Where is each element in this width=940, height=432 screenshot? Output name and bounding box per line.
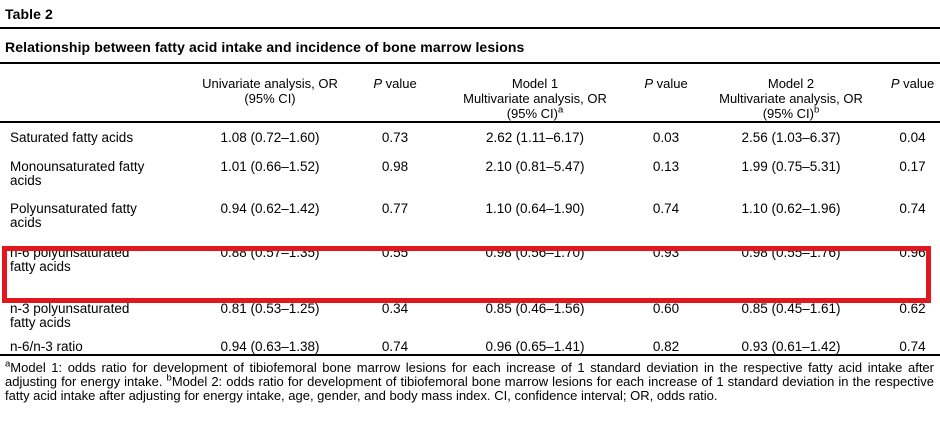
or-model1: 0.96 (0.65–1.41) bbox=[485, 339, 585, 354]
p-model2: 0.74 bbox=[899, 201, 926, 216]
p-model2: 0.96 bbox=[899, 245, 926, 260]
p-univariate: 0.55 bbox=[381, 245, 409, 260]
p-italic: P bbox=[890, 76, 900, 91]
footnote-text-model2: Model 2: odds ratio for development of t… bbox=[5, 374, 934, 403]
row-label: n-3 polyunsaturated fatty acids bbox=[10, 301, 130, 330]
p-model2: 0.74 bbox=[899, 339, 926, 354]
p-rest: value bbox=[652, 76, 688, 91]
header-line: (95% CI) bbox=[244, 91, 296, 106]
or-univariate: 1.01 (0.66–1.52) bbox=[220, 159, 320, 174]
header-line: Multivariate analysis, OR bbox=[719, 91, 863, 106]
row-label: Saturated fatty acids bbox=[10, 130, 134, 145]
row-label: n-6 polyunsaturated fatty acids bbox=[10, 245, 130, 274]
table-number-label: Table 2 bbox=[5, 6, 53, 22]
p-univariate: 0.77 bbox=[381, 201, 409, 216]
p-model1: 0.93 bbox=[652, 245, 680, 260]
table-title: Relationship between fatty acid intake a… bbox=[5, 39, 525, 55]
header-line: (95% CI)a bbox=[435, 104, 635, 121]
p-rest: value bbox=[899, 76, 935, 91]
or-model1: 1.10 (0.64–1.90) bbox=[485, 201, 585, 216]
header-line: Model 2 bbox=[767, 76, 815, 91]
header-line: Univariate analysis, OR bbox=[202, 76, 338, 91]
table-row: n-6/n-3 ratio 0.94 (0.63–1.38) 0.74 0.96… bbox=[0, 336, 940, 355]
or-model1: 0.85 (0.46–1.56) bbox=[485, 301, 585, 316]
footnote-marker-b: b bbox=[814, 104, 820, 116]
table-row: Polyunsaturated fatty acids 0.94 (0.62–1… bbox=[0, 194, 940, 238]
p-model2: 0.04 bbox=[899, 130, 926, 145]
results-table: Univariate analysis, OR (95% CI) P value… bbox=[0, 64, 940, 356]
p-italic: P bbox=[373, 76, 382, 91]
p-univariate: 0.98 bbox=[381, 159, 409, 174]
header-ci: (95% CI) bbox=[506, 106, 558, 121]
p-univariate: 0.34 bbox=[381, 301, 409, 316]
or-model1: 0.98 (0.56–1.70) bbox=[485, 245, 585, 260]
or-univariate: 0.94 (0.63–1.38) bbox=[220, 339, 320, 354]
row-label: Monounsaturated fatty acids bbox=[10, 159, 145, 188]
header-pvalue-model2: P value bbox=[885, 64, 940, 122]
or-model2: 1.99 (0.75–5.31) bbox=[741, 159, 841, 174]
header-empty bbox=[0, 64, 185, 122]
table-row: Saturated fatty acids 1.08 (0.72–1.60) 0… bbox=[0, 122, 940, 152]
divider-top bbox=[0, 27, 940, 29]
or-model2: 0.93 (0.61–1.42) bbox=[741, 339, 841, 354]
header-model1: Model 1 Multivariate analysis, OR (95% C… bbox=[435, 64, 635, 122]
header-univariate: Univariate analysis, OR (95% CI) bbox=[185, 64, 355, 122]
or-model1: 2.62 (1.11–6.17) bbox=[485, 130, 585, 145]
footnote-marker-a: a bbox=[558, 104, 564, 116]
divider-under-title bbox=[0, 62, 940, 64]
or-univariate: 0.81 (0.53–1.25) bbox=[220, 301, 320, 316]
p-univariate: 0.73 bbox=[381, 130, 409, 145]
table-row: Monounsaturated fatty acids 1.01 (0.66–1… bbox=[0, 152, 940, 194]
p-model1: 0.82 bbox=[652, 339, 680, 354]
p-model2: 0.17 bbox=[899, 159, 926, 174]
row-label: Polyunsaturated fatty acids bbox=[10, 201, 137, 230]
table-row-highlighted: n-6 polyunsaturated fatty acids 0.88 (0.… bbox=[0, 238, 940, 294]
p-model2: 0.62 bbox=[899, 301, 926, 316]
header-line: Multivariate analysis, OR bbox=[463, 91, 607, 106]
p-model1: 0.74 bbox=[652, 201, 680, 216]
header-row: Univariate analysis, OR (95% CI) P value… bbox=[0, 64, 940, 122]
or-univariate: 0.94 (0.62–1.42) bbox=[220, 201, 320, 216]
p-univariate: 0.74 bbox=[381, 339, 409, 354]
or-model1: 2.10 (0.81–5.47) bbox=[485, 159, 585, 174]
or-model2: 0.98 (0.55–1.76) bbox=[741, 245, 841, 260]
p-rest: value bbox=[381, 76, 417, 91]
or-model2: 0.85 (0.45–1.61) bbox=[741, 301, 841, 316]
table-row: n-3 polyunsaturated fatty acids 0.81 (0.… bbox=[0, 294, 940, 336]
header-line: Model 1 bbox=[511, 76, 559, 91]
header-pvalue-univariate: P value bbox=[355, 64, 435, 122]
header-pvalue-model1: P value bbox=[635, 64, 697, 122]
footnote-text-model1: Model 1: odds ratio for development of t… bbox=[5, 360, 934, 389]
header-ci: (95% CI) bbox=[762, 106, 814, 121]
or-univariate: 0.88 (0.57–1.35) bbox=[220, 245, 320, 260]
p-model1: 0.60 bbox=[652, 301, 680, 316]
or-model2: 1.10 (0.62–1.96) bbox=[741, 201, 841, 216]
header-line: (95% CI)b bbox=[697, 104, 885, 121]
footnote-marker-a: a bbox=[5, 358, 11, 370]
or-univariate: 1.08 (0.72–1.60) bbox=[220, 130, 320, 145]
or-model2: 2.56 (1.03–6.37) bbox=[741, 130, 841, 145]
table-footnote: aModel 1: odds ratio for development of … bbox=[5, 358, 934, 403]
p-model1: 0.13 bbox=[652, 159, 680, 174]
footnote-marker-b: b bbox=[166, 372, 172, 384]
p-italic: P bbox=[644, 76, 653, 91]
header-model2: Model 2 Multivariate analysis, OR (95% C… bbox=[697, 64, 885, 122]
row-label: n-6/n-3 ratio bbox=[10, 339, 83, 354]
p-model1: 0.03 bbox=[652, 130, 680, 145]
